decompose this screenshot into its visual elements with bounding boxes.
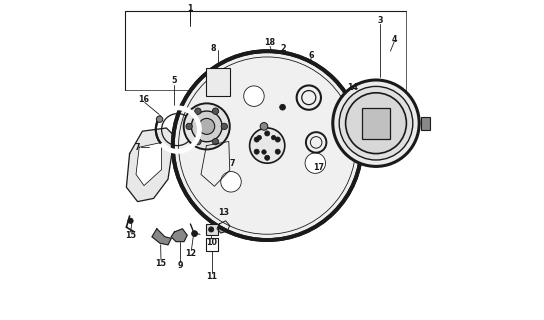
- Circle shape: [333, 80, 419, 166]
- Circle shape: [193, 116, 199, 123]
- Circle shape: [254, 149, 259, 154]
- Text: 12: 12: [185, 249, 196, 258]
- Polygon shape: [201, 141, 230, 186]
- Circle shape: [262, 150, 266, 154]
- Text: 16: 16: [139, 95, 150, 104]
- Text: 8: 8: [211, 44, 216, 53]
- Circle shape: [339, 86, 413, 160]
- Circle shape: [221, 123, 227, 130]
- Polygon shape: [196, 126, 242, 197]
- Circle shape: [184, 103, 230, 149]
- Circle shape: [186, 123, 193, 130]
- Bar: [206, 68, 231, 96]
- Circle shape: [271, 135, 276, 140]
- Circle shape: [212, 139, 219, 145]
- Circle shape: [195, 108, 201, 114]
- Circle shape: [254, 137, 259, 142]
- Circle shape: [250, 128, 285, 163]
- Text: 7: 7: [229, 159, 235, 168]
- Text: 5: 5: [172, 76, 177, 85]
- Text: 11: 11: [206, 272, 218, 281]
- Circle shape: [296, 85, 321, 110]
- Polygon shape: [152, 229, 171, 245]
- Polygon shape: [228, 58, 266, 130]
- Text: 15: 15: [156, 259, 166, 268]
- Bar: [362, 108, 391, 139]
- Circle shape: [156, 116, 163, 123]
- Text: 15: 15: [125, 231, 136, 240]
- Circle shape: [275, 137, 280, 142]
- Text: 4: 4: [392, 35, 398, 44]
- Circle shape: [191, 111, 222, 142]
- Text: 7: 7: [134, 143, 140, 152]
- Circle shape: [260, 123, 268, 130]
- Text: 13: 13: [218, 208, 229, 217]
- Polygon shape: [136, 142, 162, 186]
- Polygon shape: [282, 148, 354, 191]
- Circle shape: [345, 93, 406, 154]
- Circle shape: [191, 231, 197, 236]
- Text: 10: 10: [206, 238, 217, 247]
- Text: 18: 18: [264, 38, 275, 47]
- Circle shape: [195, 139, 201, 145]
- Circle shape: [264, 131, 270, 136]
- Polygon shape: [126, 128, 175, 202]
- Circle shape: [257, 135, 262, 140]
- Polygon shape: [194, 156, 257, 219]
- Circle shape: [221, 172, 241, 192]
- Circle shape: [244, 86, 264, 106]
- Text: 14: 14: [347, 83, 358, 92]
- Circle shape: [173, 51, 362, 240]
- Bar: [206, 224, 218, 235]
- Circle shape: [280, 104, 286, 110]
- Text: 17: 17: [313, 163, 324, 172]
- Text: 1: 1: [188, 4, 193, 13]
- Bar: [421, 117, 430, 130]
- Text: 3: 3: [378, 16, 383, 25]
- Polygon shape: [171, 229, 187, 242]
- Circle shape: [212, 108, 219, 114]
- Circle shape: [264, 155, 270, 160]
- Circle shape: [209, 227, 214, 232]
- Circle shape: [128, 218, 133, 223]
- Polygon shape: [217, 221, 230, 233]
- Text: 9: 9: [177, 261, 183, 270]
- Circle shape: [305, 153, 325, 173]
- Text: 6: 6: [308, 51, 314, 60]
- Text: 2: 2: [280, 44, 286, 52]
- Circle shape: [275, 149, 280, 154]
- Circle shape: [199, 118, 215, 134]
- Circle shape: [306, 132, 326, 153]
